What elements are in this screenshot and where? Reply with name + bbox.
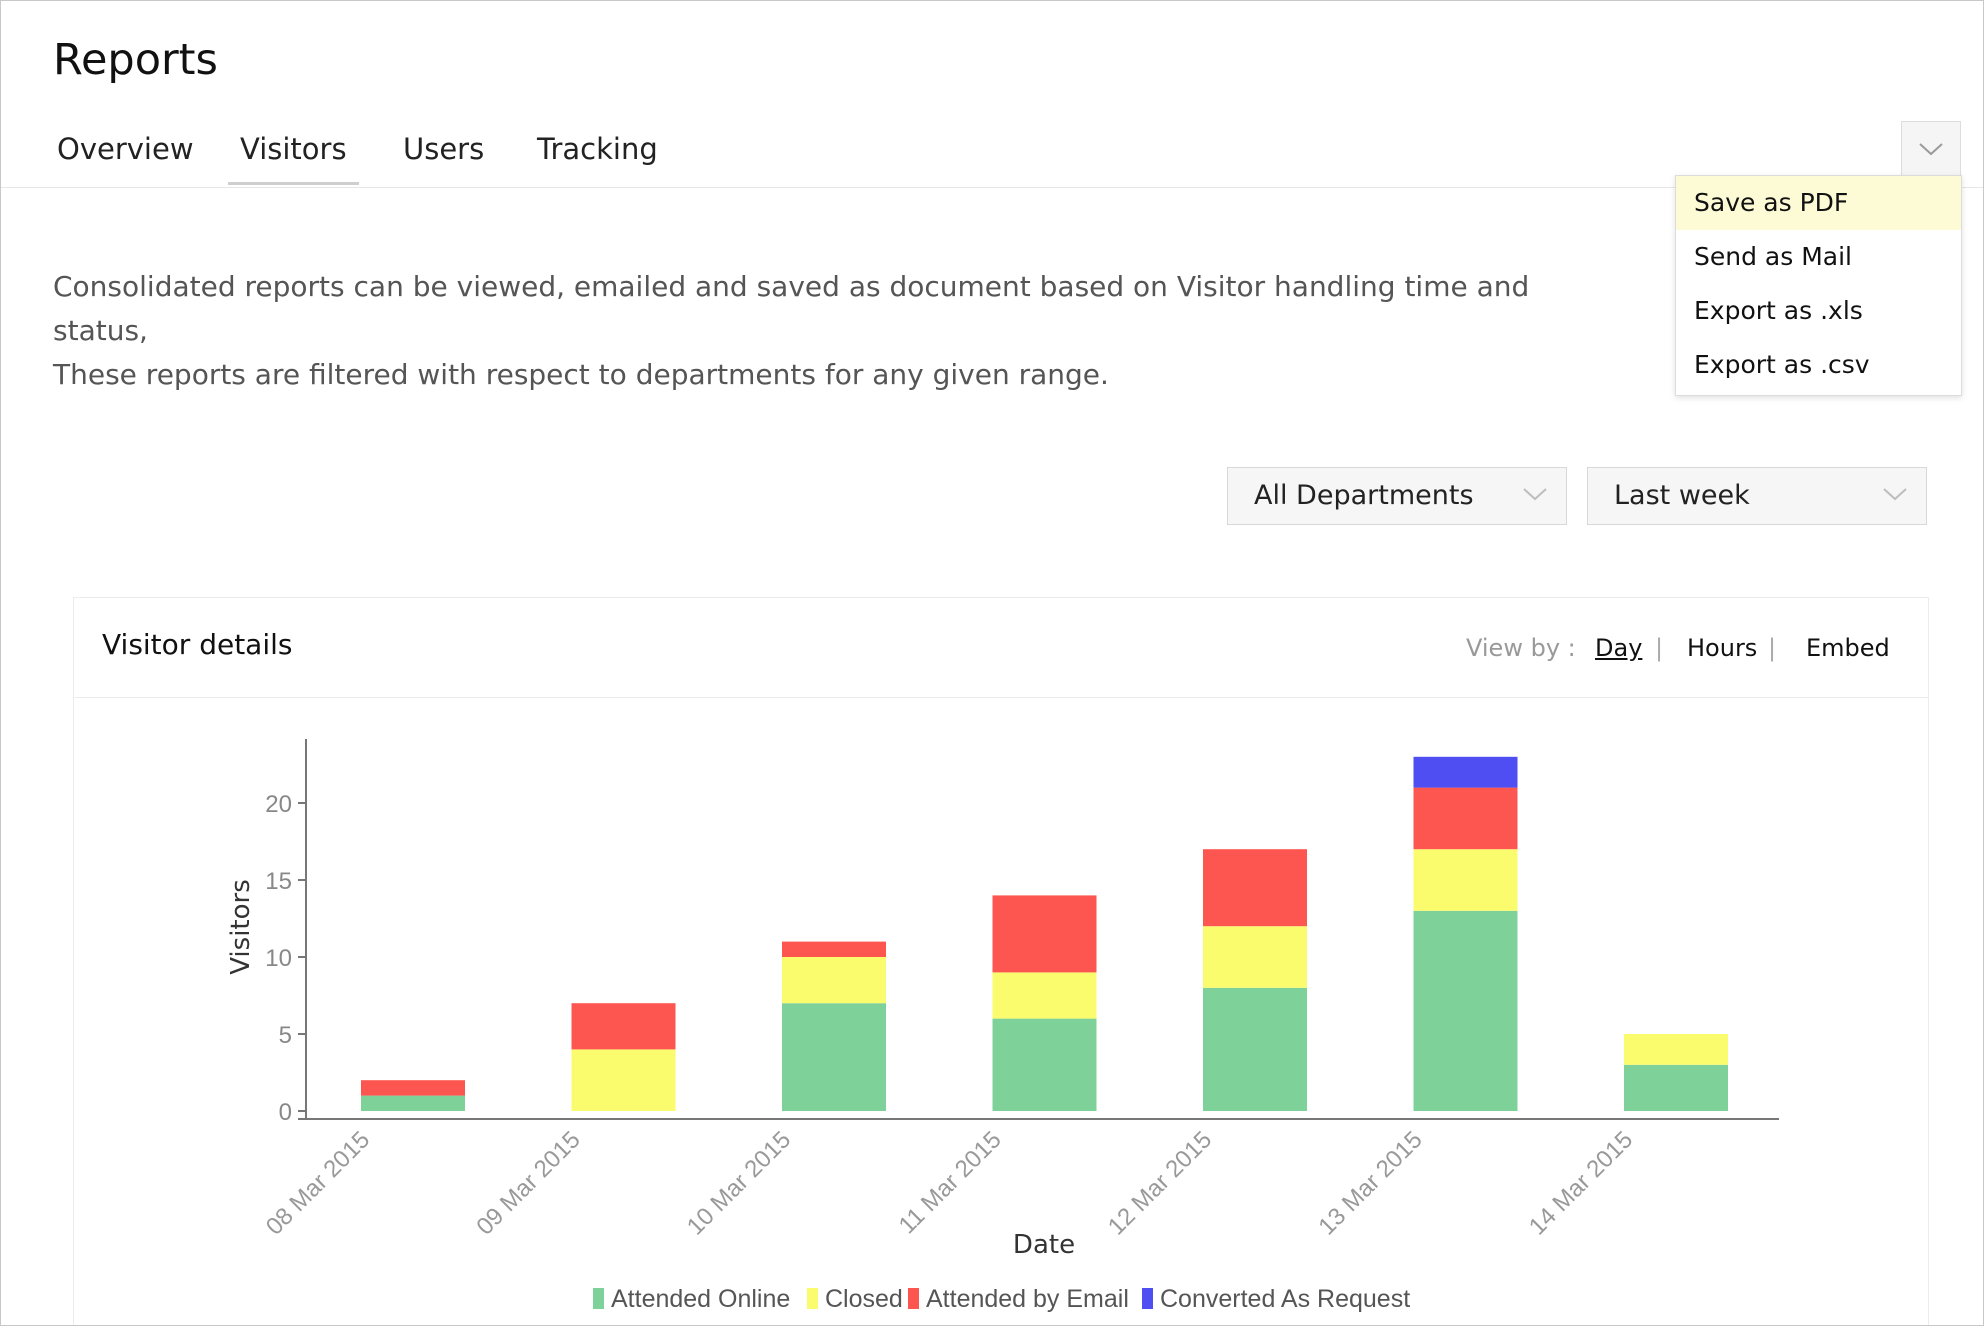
export-menu: Save as PDF Send as Mail Export as .xls … — [1675, 175, 1962, 396]
description-line-2: These reports are filtered with respect … — [53, 358, 1109, 391]
bar-segment-closed — [1624, 1034, 1728, 1065]
chevron-down-icon — [1523, 488, 1547, 501]
page-title: Reports — [53, 35, 218, 85]
tab-label: Visitors — [240, 132, 347, 166]
bar-segment-attended-by-email — [361, 1080, 465, 1096]
x-axis-title: Date — [1013, 1230, 1075, 1260]
view-by-separator: | — [1768, 634, 1776, 662]
legend-swatch — [807, 1288, 818, 1309]
date-range-select-value: Last week — [1614, 480, 1750, 511]
separator: | — [1768, 634, 1777, 662]
tab-overview[interactable]: Overview — [45, 129, 206, 185]
x-tick-label: 14 Mar 2015 — [1524, 1126, 1638, 1240]
bar-segment-attended-by-email — [571, 1003, 676, 1050]
tab-bar: Overview Visitors Users Tracking — [1, 113, 1983, 188]
y-tick-label: 10 — [265, 945, 292, 972]
chevron-down-icon — [1883, 488, 1907, 501]
report-description: Consolidated reports can be viewed, emai… — [53, 265, 1613, 397]
y-tick-label: 0 — [279, 1099, 292, 1126]
panel-header: Visitor details View by : Day | Hours | … — [74, 598, 1928, 698]
separator: | — [1655, 634, 1664, 662]
panel-title: Visitor details — [102, 628, 293, 661]
y-tick-label: 15 — [265, 868, 292, 895]
x-tick-label: 08 Mar 2015 — [261, 1126, 375, 1240]
bar-segment-closed — [1203, 926, 1307, 988]
view-by-embed[interactable]: Embed — [1806, 634, 1890, 662]
y-tick-label: 20 — [265, 791, 292, 818]
description-line-1: Consolidated reports can be viewed, emai… — [53, 270, 1530, 347]
tab-visitors[interactable]: Visitors — [228, 129, 359, 185]
bar-segment-attended-online — [992, 1018, 1097, 1111]
view-by-label: View by : — [1466, 634, 1576, 662]
view-by-hours[interactable]: Hours — [1687, 634, 1757, 662]
view-by-embed-label: Embed — [1806, 634, 1890, 662]
bar-segment-attended-online — [1413, 910, 1518, 1111]
bar-segment-closed — [782, 957, 886, 1004]
legend-label: Attended by Email — [926, 1285, 1129, 1313]
legend-swatch — [1142, 1288, 1153, 1309]
bar-segment-closed — [571, 1049, 676, 1111]
department-select[interactable]: All Departments — [1227, 467, 1567, 525]
tab-label: Overview — [57, 132, 194, 166]
legend-swatch — [593, 1288, 604, 1309]
legend-label: Converted As Request — [1160, 1285, 1410, 1313]
menu-item-send-mail[interactable]: Send as Mail — [1694, 242, 1852, 271]
menu-item-export-csv[interactable]: Export as .csv — [1694, 350, 1870, 379]
menu-item-save-pdf[interactable]: Save as PDF — [1676, 176, 1961, 230]
department-select-value: All Departments — [1254, 480, 1474, 511]
legend-label: Closed — [825, 1285, 903, 1313]
view-by-day[interactable]: Day — [1595, 634, 1642, 662]
bar-segment-attended-online — [1624, 1064, 1728, 1111]
legend-swatch — [908, 1288, 919, 1309]
y-tick-label: 5 — [279, 1022, 292, 1049]
chevron-down-icon — [1919, 143, 1943, 156]
bar-segment-attended-online — [782, 1003, 886, 1111]
view-by-hours-label: Hours — [1687, 634, 1758, 662]
bar-segment-attended-by-email — [1203, 849, 1307, 927]
legend-label: Attended Online — [611, 1285, 790, 1313]
date-range-select[interactable]: Last week — [1587, 467, 1927, 525]
export-menu-toggle[interactable] — [1901, 121, 1961, 177]
x-tick-label: 10 Mar 2015 — [682, 1126, 796, 1240]
bar-segment-attended-by-email — [782, 941, 886, 957]
tab-label: Tracking — [537, 132, 658, 166]
view-by-text: View by : — [1466, 634, 1576, 662]
bar-segment-closed — [992, 972, 1097, 1019]
x-tick-label: 13 Mar 2015 — [1313, 1126, 1427, 1240]
y-axis-title: Visitors — [226, 879, 256, 975]
bar-segment-attended-online — [361, 1095, 465, 1111]
visitor-details-panel: Visitor details View by : Day | Hours | … — [73, 597, 1929, 1325]
x-tick-label: 11 Mar 2015 — [894, 1126, 1007, 1239]
tab-tracking[interactable]: Tracking — [525, 129, 670, 185]
view-by-separator: | — [1655, 634, 1663, 662]
bar-segment-attended-by-email — [1413, 787, 1518, 850]
bar-segment-attended-by-email — [992, 895, 1097, 973]
x-tick-label: 09 Mar 2015 — [471, 1126, 585, 1240]
bar-segment-closed — [1413, 849, 1518, 911]
x-tick-label: 12 Mar 2015 — [1103, 1126, 1217, 1240]
bar-segment-attended-online — [1203, 987, 1307, 1111]
menu-item-export-xls[interactable]: Export as .xls — [1694, 296, 1863, 325]
tab-users[interactable]: Users — [391, 129, 496, 185]
bar-segment-converted-as-request — [1413, 756, 1518, 788]
view-by-day-label: Day — [1595, 634, 1643, 662]
tab-label: Users — [403, 132, 485, 166]
